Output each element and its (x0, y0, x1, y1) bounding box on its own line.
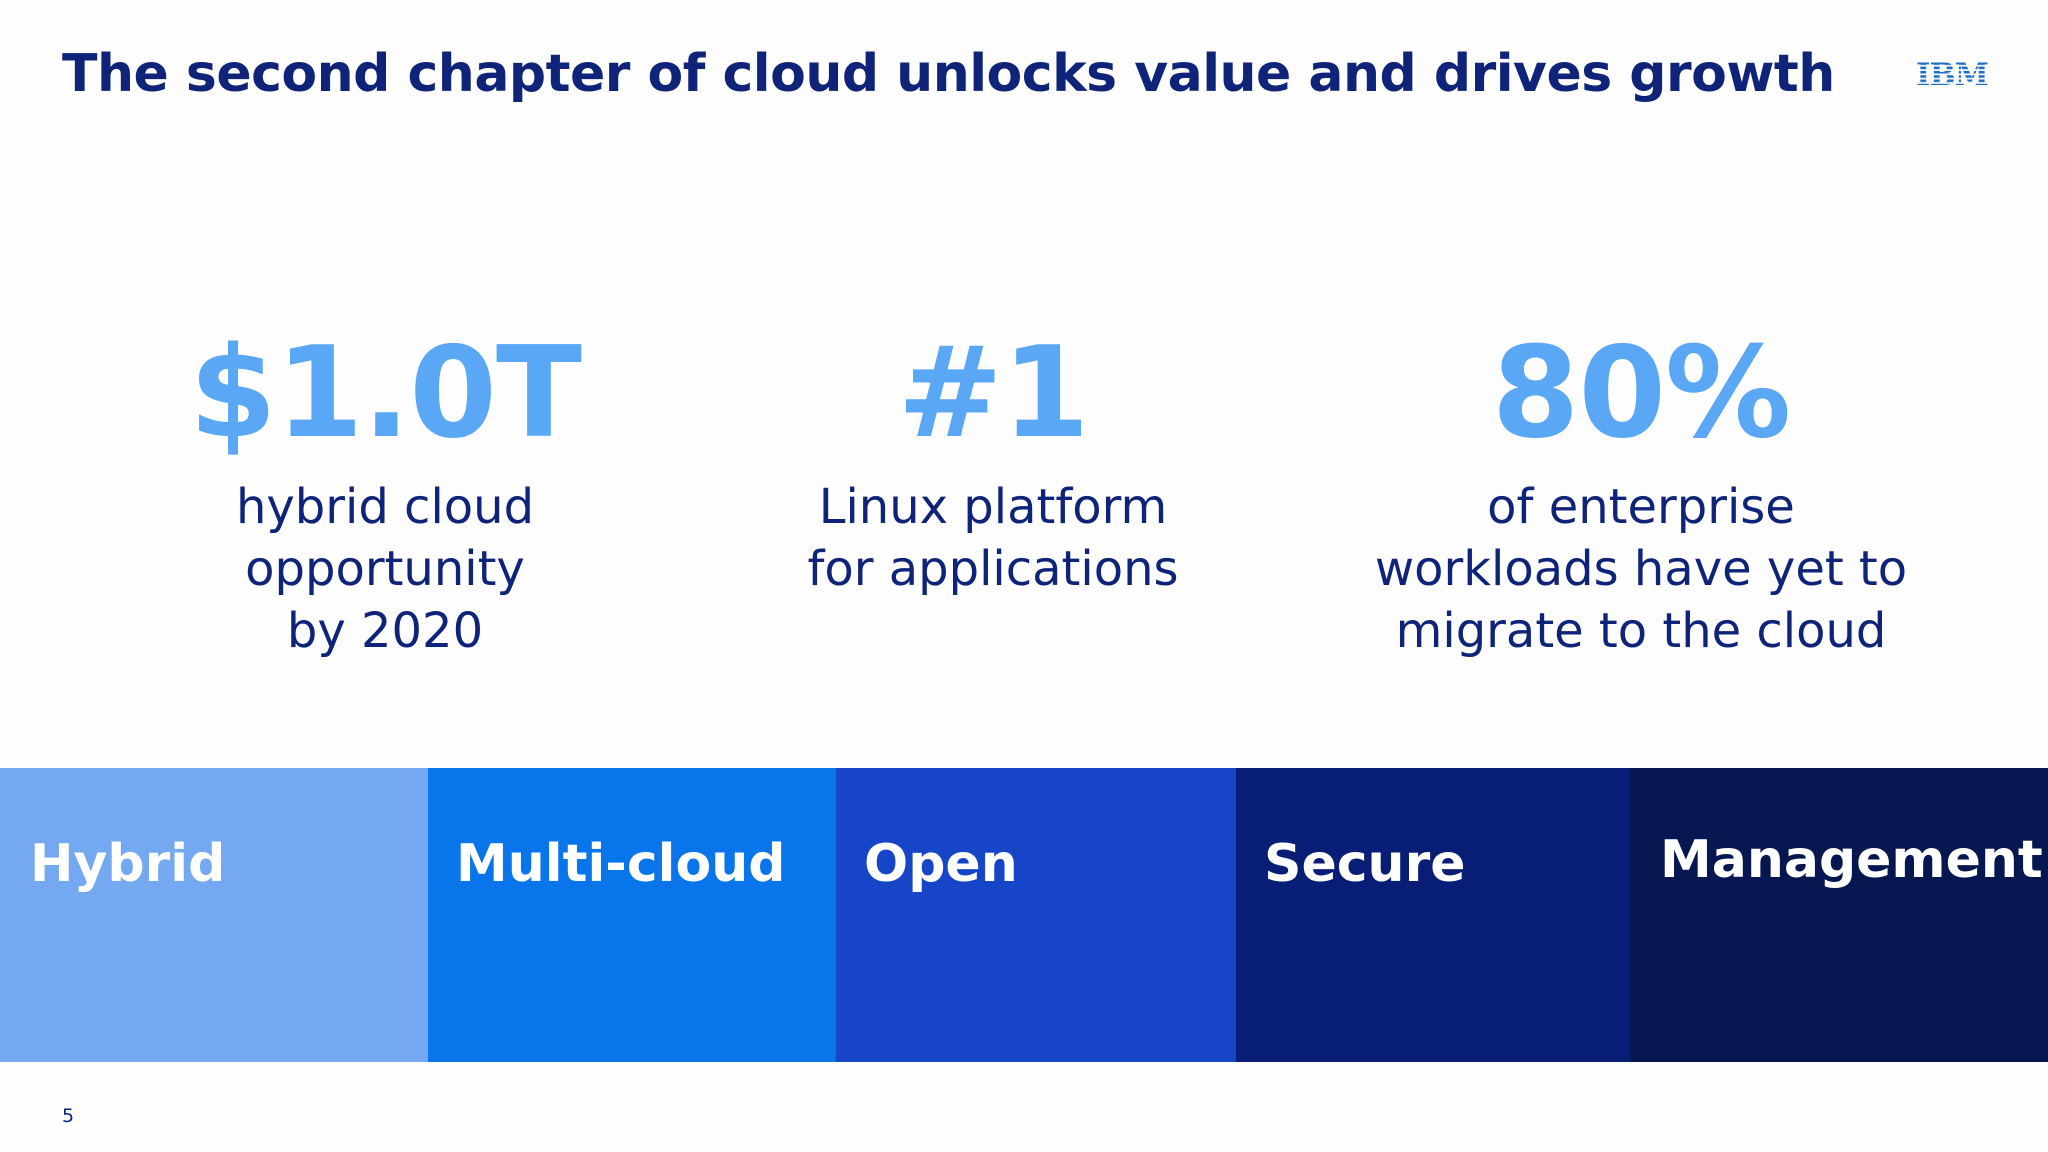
stat-description-line: opportunity (245, 541, 525, 597)
stat-description: Linux platform for applications (643, 476, 1343, 600)
pillar-label: Hybrid (30, 834, 226, 894)
stat-linux-platform: #1 Linux platform for applications (643, 318, 1343, 600)
pillar-multi-cloud: Multi-cloud (428, 768, 836, 1062)
stat-description-line: hybrid cloud (235, 479, 535, 535)
stat-value: #1 (897, 319, 1089, 466)
pillar-management: Management (1630, 768, 2048, 1062)
ibm-logo: IBM (1914, 58, 1990, 88)
stat-value: 80% (1491, 319, 1792, 466)
pillar-label: Multi-cloud (456, 834, 786, 894)
pillar-label: Management (1660, 830, 2043, 890)
pillar-label: Open (864, 834, 1018, 894)
page-number: 5 (62, 1105, 75, 1127)
stat-description-line: by 2020 (286, 603, 484, 659)
stat-description-line: migrate to the cloud (1395, 603, 1887, 659)
stat-enterprise-workloads: 80% of enterprise workloads have yet to … (1291, 318, 1991, 662)
stat-description-line: for applications (807, 541, 1179, 597)
stat-description-line: of enterprise (1487, 479, 1795, 535)
ibm-logo-mark: IBM (1916, 58, 1989, 88)
pillar-hybrid: Hybrid (0, 768, 428, 1062)
slide-title: The second chapter of cloud unlocks valu… (62, 44, 1835, 104)
pillar-secure: Secure (1236, 768, 1630, 1062)
pillar-band: Hybrid Multi-cloud Open Secure Managemen… (0, 768, 2048, 1062)
pillar-open: Open (836, 768, 1236, 1062)
pillar-label: Secure (1264, 834, 1466, 894)
stat-description: hybrid cloud opportunity by 2020 (35, 476, 735, 662)
stat-hybrid-cloud-opportunity: $1.0T hybrid cloud opportunity by 2020 (35, 318, 735, 662)
stat-value: $1.0T (189, 319, 582, 466)
stat-description: of enterprise workloads have yet to migr… (1291, 476, 1991, 662)
stat-description-line: workloads have yet to (1374, 541, 1908, 597)
ibm-logo-text: IBM (1916, 58, 1988, 88)
stat-description-line: Linux platform (818, 479, 1168, 535)
